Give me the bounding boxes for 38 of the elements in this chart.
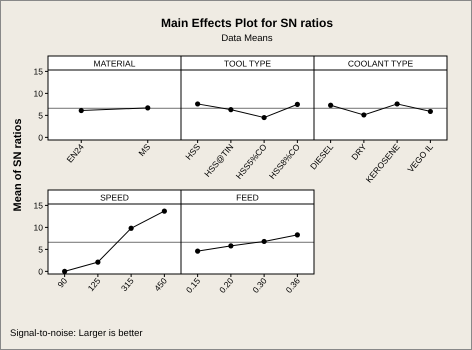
y-tick-label: 15 [34, 66, 44, 76]
y-tick-label: 0 [38, 266, 44, 276]
x-tick-label: 90 [55, 276, 70, 290]
legend-title: COOLANT TYPE [348, 58, 414, 68]
y-tick-label: 5 [38, 110, 44, 120]
y-tick-label: 10 [34, 222, 44, 232]
chart-title: Main Effects Plot for SN ratios [160, 16, 334, 30]
point [361, 112, 366, 118]
x-tick-label: 125 [86, 276, 103, 294]
y-axis-title: Mean of SN ratios [12, 118, 24, 212]
point [162, 208, 167, 214]
x-tick-label: MS [136, 142, 152, 158]
point [428, 108, 433, 114]
x-tick-label: 315 [118, 276, 136, 294]
y-tick-label: 15 [34, 200, 44, 210]
y-tick-label: 0 [38, 132, 44, 142]
point [228, 107, 234, 112]
legend-title: FEED [236, 192, 259, 202]
point [294, 232, 300, 238]
point [95, 260, 100, 265]
legend-title: MATERIAL [94, 58, 136, 68]
text: Signal-to-noise: Larger is better [10, 328, 143, 339]
chart-subtitle: Data Means [221, 33, 273, 44]
point [128, 226, 134, 231]
legend-title: TOOL TYPE [224, 58, 272, 68]
point [328, 102, 334, 108]
x-tick-label: 450 [152, 276, 170, 294]
y-tick-label: 5 [38, 244, 44, 254]
point [262, 114, 267, 120]
point [195, 101, 200, 107]
point [62, 268, 68, 274]
point [195, 248, 200, 254]
point [394, 101, 400, 107]
point [262, 238, 267, 244]
point [228, 243, 234, 248]
y-tick-label: 10 [34, 88, 44, 98]
legend-title: SPEED [100, 192, 129, 202]
point [294, 102, 300, 107]
